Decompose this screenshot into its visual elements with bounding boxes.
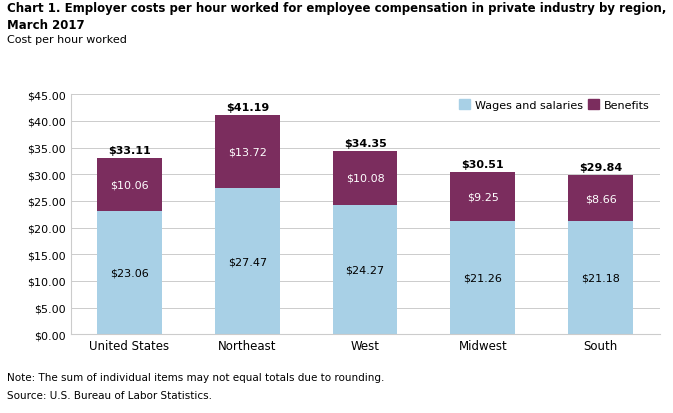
Bar (332, 152, 398, 205)
Text: $9.25: $9.25 (467, 192, 499, 202)
Legend: Wages and salaries, Benefits: Wages and salaries, Benefits (455, 96, 654, 115)
Text: Note: The sum of individual items may not equal totals due to rounding.: Note: The sum of individual items may no… (7, 372, 384, 382)
Text: Cost per hour worked: Cost per hour worked (7, 35, 127, 45)
Text: $27.47: $27.47 (227, 256, 267, 266)
Text: $13.72: $13.72 (228, 147, 267, 157)
Bar (97, 212, 162, 335)
Text: $23.06: $23.06 (110, 268, 149, 278)
Bar (568, 222, 633, 335)
Text: $21.26: $21.26 (464, 273, 502, 283)
Bar (97, 158, 162, 212)
Text: $33.11: $33.11 (108, 146, 151, 156)
Text: Chart 1. Employer costs per hour worked for employee compensation in private ind: Chart 1. Employer costs per hour worked … (7, 2, 666, 15)
Text: $34.35: $34.35 (344, 139, 386, 149)
Text: $41.19: $41.19 (225, 103, 269, 113)
Text: $21.18: $21.18 (581, 273, 620, 283)
Text: $24.27: $24.27 (345, 265, 385, 275)
Text: March 2017: March 2017 (7, 19, 84, 31)
Bar (568, 176, 633, 222)
Text: $10.06: $10.06 (110, 180, 149, 190)
Bar (215, 188, 280, 335)
Text: $30.51: $30.51 (462, 159, 504, 169)
Text: Source: U.S. Bureau of Labor Statistics.: Source: U.S. Bureau of Labor Statistics. (7, 390, 212, 400)
Bar (450, 221, 516, 335)
Text: $8.66: $8.66 (585, 194, 616, 204)
Text: $10.08: $10.08 (346, 173, 384, 183)
Bar (450, 172, 516, 221)
Bar (215, 115, 280, 188)
Bar (332, 205, 398, 335)
Text: $29.84: $29.84 (579, 163, 623, 173)
